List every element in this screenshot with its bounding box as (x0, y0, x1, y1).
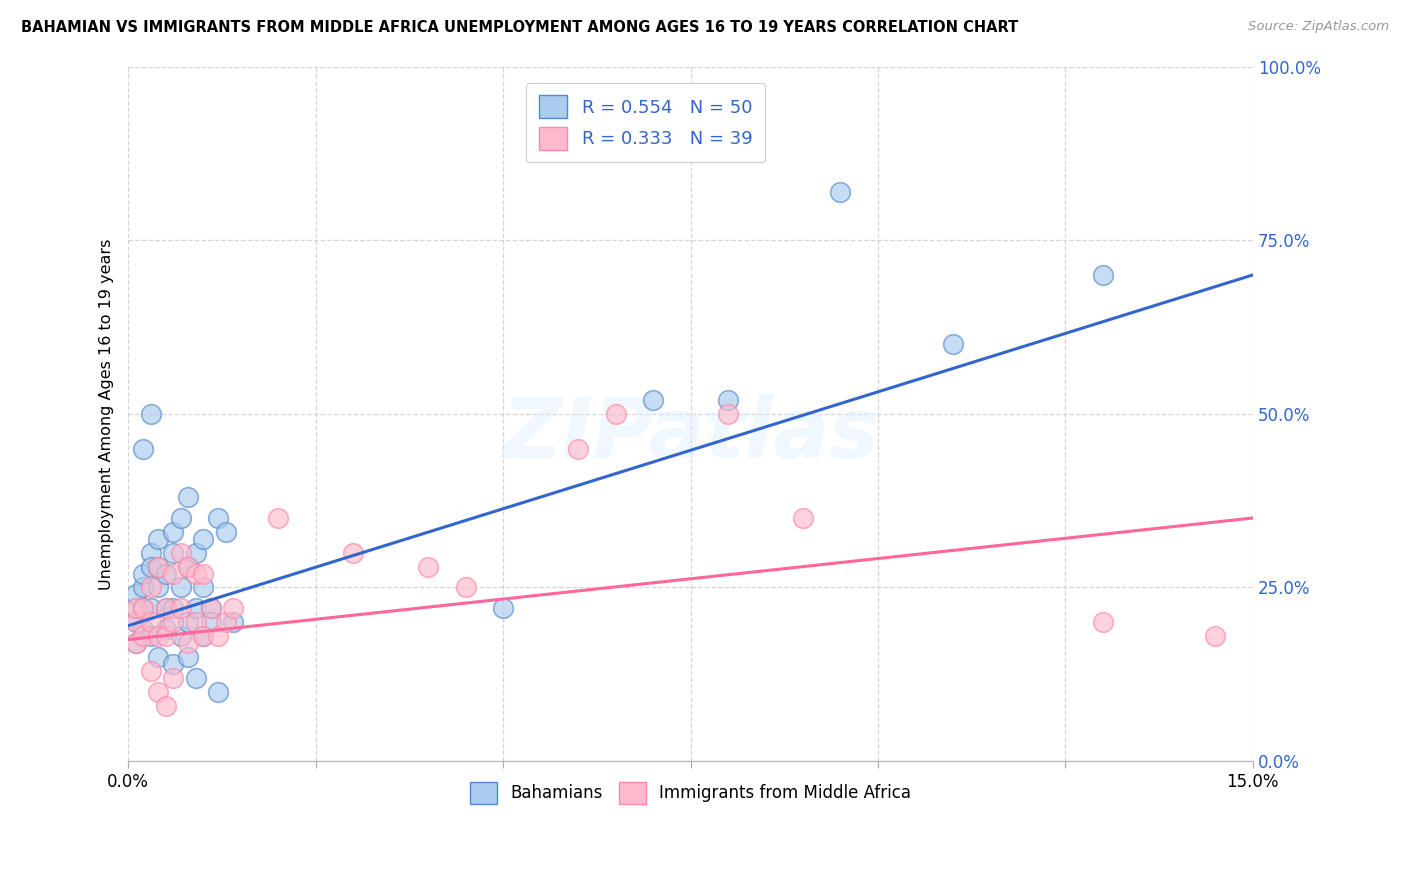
Point (170, 581, 193, 595)
Point (125, 636, 148, 650)
Point (1091, 268, 1114, 282)
Point (125, 601, 148, 615)
Text: Source: ZipAtlas.com: Source: ZipAtlas.com (1249, 20, 1389, 33)
Point (148, 559, 170, 574)
Point (184, 546, 207, 560)
Text: BAHAMIAN VS IMMIGRANTS FROM MIDDLE AFRICA UNEMPLOYMENT AMONG AGES 16 TO 19 YEARS: BAHAMIAN VS IMMIGRANTS FROM MIDDLE AFRIC… (21, 20, 1018, 35)
Point (222, 601, 245, 615)
Point (148, 559, 170, 574)
Point (125, 601, 148, 615)
Point (162, 524, 184, 539)
Point (567, 442, 589, 456)
Point (162, 657, 184, 671)
Point (184, 615, 207, 630)
Point (717, 392, 740, 407)
Point (177, 559, 200, 574)
Point (207, 684, 229, 698)
Point (155, 601, 177, 615)
Y-axis label: Unemployment Among Ages 16 to 19 years: Unemployment Among Ages 16 to 19 years (100, 238, 114, 590)
Point (170, 511, 193, 525)
Point (139, 615, 162, 630)
Point (207, 629, 229, 643)
Point (193, 629, 215, 643)
Point (184, 601, 207, 615)
Point (139, 559, 162, 574)
Point (177, 490, 200, 504)
Point (132, 601, 155, 615)
Point (1091, 615, 1114, 630)
Point (139, 664, 162, 678)
Point (155, 698, 177, 713)
Point (155, 622, 177, 636)
Point (148, 684, 170, 698)
Point (155, 601, 177, 615)
Point (148, 581, 170, 595)
Point (454, 581, 477, 595)
Point (132, 442, 155, 456)
Point (215, 524, 238, 539)
Point (942, 337, 965, 351)
Point (148, 532, 170, 546)
Point (132, 601, 155, 615)
Point (177, 636, 200, 650)
Point (125, 615, 148, 630)
Point (215, 615, 238, 630)
Point (125, 636, 148, 650)
Text: ZIPatlas: ZIPatlas (502, 394, 880, 475)
Point (170, 601, 193, 615)
Point (132, 566, 155, 581)
Point (139, 546, 162, 560)
Point (162, 615, 184, 630)
Point (139, 601, 162, 615)
Point (1204, 629, 1226, 643)
Point (605, 407, 627, 421)
Point (177, 615, 200, 630)
Legend: Bahamians, Immigrants from Middle Africa: Bahamians, Immigrants from Middle Africa (458, 771, 922, 815)
Point (200, 615, 222, 630)
Point (139, 629, 162, 643)
Point (162, 601, 184, 615)
Point (155, 629, 177, 643)
Point (200, 601, 222, 615)
Point (139, 407, 162, 421)
Point (162, 546, 184, 560)
Point (132, 629, 155, 643)
Point (193, 629, 215, 643)
Point (267, 511, 290, 525)
Point (792, 511, 814, 525)
Point (193, 566, 215, 581)
Point (177, 559, 200, 574)
Point (207, 511, 229, 525)
Point (162, 671, 184, 685)
Point (125, 587, 148, 601)
Point (342, 546, 364, 560)
Point (717, 407, 740, 421)
Point (492, 601, 515, 615)
Point (139, 581, 162, 595)
Point (132, 622, 155, 636)
Point (148, 649, 170, 664)
Point (193, 532, 215, 546)
Point (177, 649, 200, 664)
Point (200, 601, 222, 615)
Point (148, 629, 170, 643)
Point (830, 185, 852, 199)
Point (125, 615, 148, 630)
Point (162, 566, 184, 581)
Point (418, 559, 440, 574)
Point (193, 581, 215, 595)
Point (222, 615, 245, 630)
Point (155, 566, 177, 581)
Point (184, 566, 207, 581)
Point (170, 629, 193, 643)
Point (184, 671, 207, 685)
Point (132, 581, 155, 595)
Point (170, 546, 193, 560)
Point (641, 392, 664, 407)
